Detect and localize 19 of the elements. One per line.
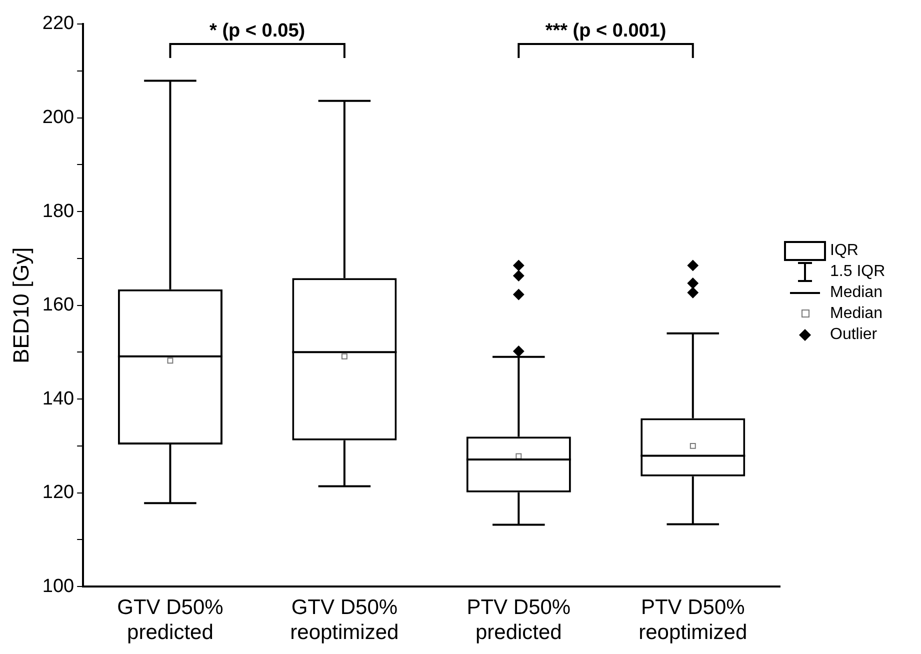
y-tick-label: 160: [42, 294, 74, 316]
x-tick-label: GTV D50% reoptimized: [290, 596, 399, 644]
text: IQR: [830, 242, 858, 260]
text: Median: [830, 304, 882, 322]
y-tick-label: 120: [42, 482, 74, 504]
y-tick-label: 100: [42, 576, 74, 597]
y-axis-title: BED10 [Gy]: [8, 247, 34, 364]
x-tick-label: PTV D50% reoptimized: [638, 596, 748, 644]
y-tick-label: 140: [42, 388, 74, 410]
text: 1.5 IQR: [830, 262, 886, 280]
y-tick-label: 220: [42, 13, 74, 34]
x-tick-label: GTV D50% predicted: [117, 596, 224, 644]
annotation: * (p < 0.05): [210, 20, 306, 42]
annotation: *** (p < 0.001): [545, 20, 666, 42]
y-tick-label: 180: [42, 200, 74, 222]
x-tick-label: PTV D50% predicted: [466, 596, 571, 644]
text: Median: [830, 284, 882, 302]
text: Outlier: [830, 326, 878, 344]
y-tick-label: 200: [42, 107, 74, 128]
